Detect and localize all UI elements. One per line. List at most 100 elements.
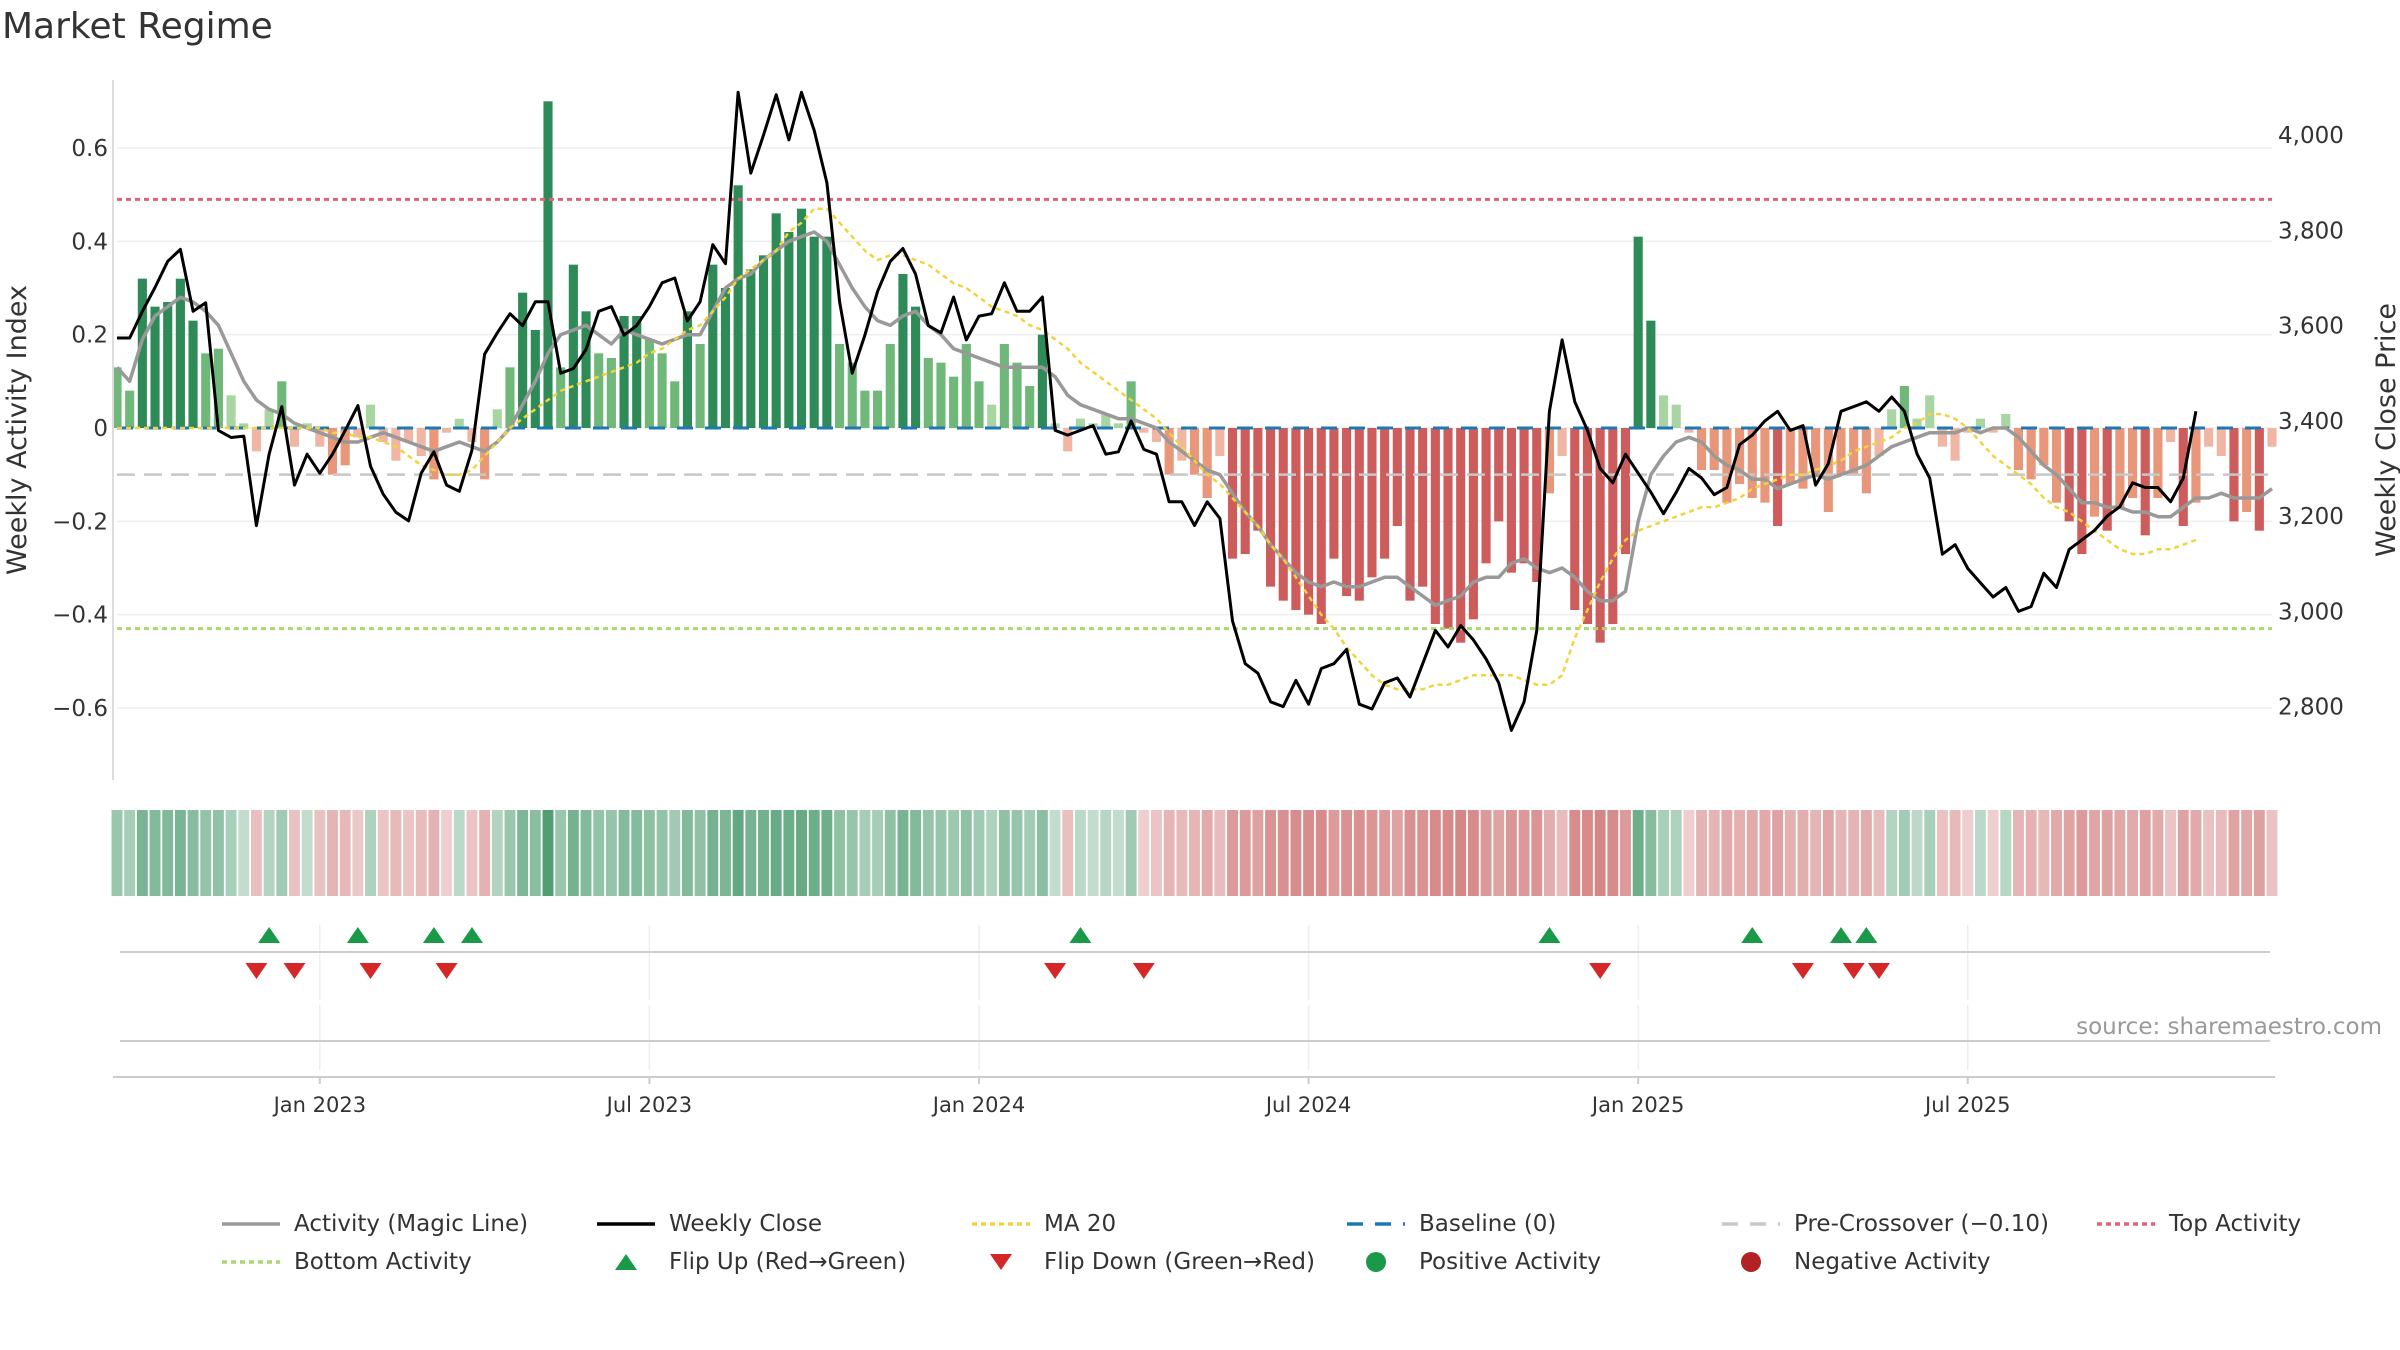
right-tick-label: 3,600 [2278,314,2344,340]
regime-cell [2013,810,2024,896]
activity-bar [1684,428,1694,433]
activity-bar [670,381,680,428]
flip-up-marker [1741,927,1764,943]
flip-up-marker [346,927,369,943]
ma20-line [117,207,2197,691]
legend-key-icon [222,1222,280,1226]
x-tick-label: Jul 2025 [1923,1093,2010,1117]
axes: −0.6 −0.4 −0.2 0 0.2 0.4 0.6 2,800 3,000 3,200 3,4… [2,80,2400,780]
legend-key-icon [2097,1222,2155,1226]
activity-bar [505,367,515,428]
activity-bar [594,353,604,428]
regime-cell [1087,810,1099,896]
regime-cell [1163,810,1175,896]
reference-lines [117,197,2272,631]
x-tick-label: Jan 2024 [931,1093,1026,1117]
activity-bar [2051,428,2062,503]
activity-bar [543,101,553,428]
regime-cell [1024,810,1036,896]
regime-cell [643,810,655,896]
activity-bar [289,428,300,447]
regime-cell [2190,810,2202,896]
regime-cell [441,810,453,896]
legend-label: MA 20 [1044,1211,1117,1237]
regime-cell [1480,810,1492,896]
activity-bar [492,409,502,428]
flip-up-marker [258,927,281,943]
activity-bar [1773,428,1783,526]
legend-label: Flip Up (Red→Green) [669,1249,907,1275]
activity-bar [568,264,578,428]
right-tick-label: 2,800 [2278,695,2344,721]
activity-bar [796,208,807,428]
legend-label: Top Activity [2169,1211,2302,1237]
regime-cell [935,810,947,896]
activity-bar [2140,428,2150,536]
legend-key-icon [990,1254,1012,1270]
regime-cell [2266,810,2278,896]
flip-down-marker [283,963,306,979]
activity-bar [340,428,350,466]
activity-bar [1760,428,1770,503]
activity-bar [213,348,223,428]
activity-bar [1811,428,1821,475]
regime-cell [1569,810,1581,896]
regime-cell [1860,810,1872,896]
activity-bar [1823,428,1833,512]
activity-bar [150,306,160,428]
regime-cell [276,810,288,896]
activity-bar [987,404,997,428]
activity-bar [2166,428,2176,442]
activity-bar [1101,414,1111,428]
legend-item: Positive Activity [1345,1244,1601,1280]
activity-bar [1265,428,1276,587]
activity-bar [391,428,401,461]
activity-bar [809,236,819,428]
regime-cell [2228,810,2240,896]
activity-bar [1925,395,1935,428]
regime-cell [681,810,693,896]
legend-key-icon [1366,1252,1386,1272]
activity-bar [2267,428,2277,447]
legend-item: Activity (Magic Line) [220,1206,528,1242]
regime-cell [1455,810,1467,896]
legend-item: Flip Up (Red→Green) [595,1244,906,1280]
regime-cell [732,810,744,896]
regime-cell [1062,810,1074,896]
activity-bar [1633,236,1643,428]
dot-icon [1741,1252,1761,1272]
regime-cell [1303,810,1315,896]
activity-bar [1025,386,1035,428]
activity-bar [2191,428,2201,503]
regime-cell [948,810,960,896]
regime-cell [1493,810,1505,896]
activity-bar [1798,428,1808,489]
regime-cell [1531,810,1543,896]
flip-up-marker [1830,927,1852,943]
regime-cell [2152,810,2164,896]
legend-label: Baseline (0) [1419,1211,1557,1237]
regime-cell [1404,810,1416,896]
flip-down-marker [1842,963,1865,979]
flip-down-marker [1044,963,1067,979]
legend-key-icon [1722,1222,1780,1226]
regime-cell [2139,810,2151,896]
regime-cell [529,810,541,896]
regime-cell [998,810,1010,896]
activity-bar [112,367,122,428]
activity-bar [1367,428,1377,578]
regime-cell [504,810,516,896]
regime-cell [1417,810,1429,896]
flip-up-marker [422,927,445,943]
regime-cell [415,810,427,896]
regime-cell [2038,810,2050,896]
regime-cell [846,810,858,896]
legend-item: Top Activity [2095,1206,2301,1242]
activity-bar [746,269,756,428]
activity-bar [1164,428,1174,475]
activity-bar [2153,428,2163,498]
activity-bar [163,302,173,428]
regime-cell [238,810,250,896]
activity-bar [936,362,946,428]
regime-cell [1176,810,1188,896]
